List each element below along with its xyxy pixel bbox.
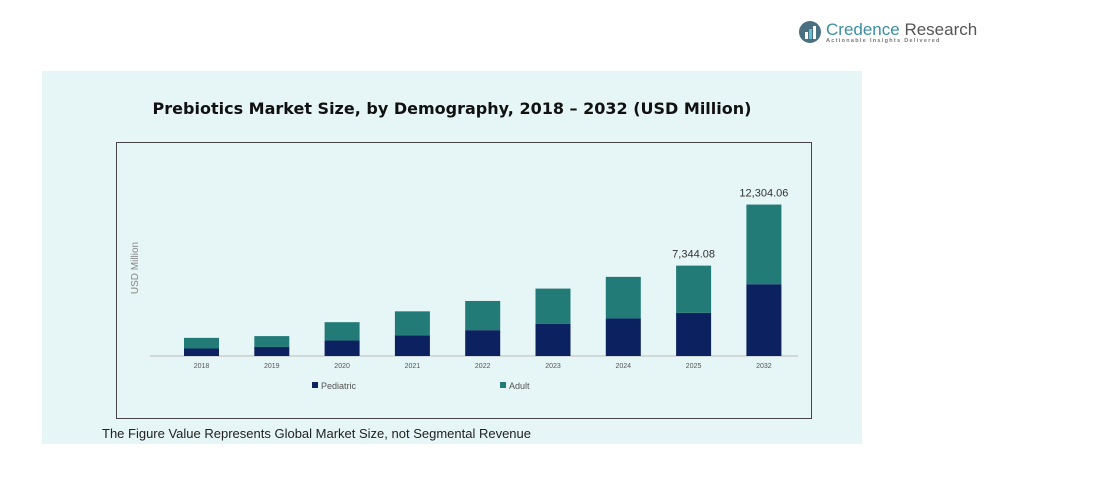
bar-pediatric-2019 <box>254 346 290 356</box>
bar-adult-2023 <box>535 288 571 324</box>
logo-icon <box>799 21 821 43</box>
legend-swatch-adult <box>500 382 506 388</box>
data-label-2032: 12,304.06 <box>739 188 788 200</box>
x-tick-label: 2020 <box>334 363 350 370</box>
y-axis-label: USD Million <box>130 242 141 294</box>
x-tick-label: 2025 <box>686 363 702 370</box>
bar-adult-2022 <box>465 300 501 331</box>
bar-pediatric-2024 <box>605 318 641 356</box>
brand-logo: Credence Research Actionable Insights De… <box>798 20 977 44</box>
x-tick-label: 2032 <box>756 363 772 370</box>
bar-pediatric-2025 <box>676 312 712 356</box>
bar-adult-2025 <box>676 265 712 313</box>
footer-note: The Figure Value Represents Global Marke… <box>102 426 531 441</box>
bar-adult-2032 <box>746 204 782 285</box>
legend-swatch-pediatric <box>312 382 318 388</box>
bar-pediatric-2018 <box>184 348 219 356</box>
bar-adult-2018 <box>184 337 219 349</box>
x-tick-label: 2019 <box>264 363 280 370</box>
bar-adult-2019 <box>254 336 290 347</box>
bar-adult-2020 <box>324 322 360 341</box>
brand-tagline: Actionable Insights Delivered <box>826 37 941 44</box>
bar-pediatric-2022 <box>465 330 501 356</box>
bar-pediatric-2023 <box>535 323 571 356</box>
x-tick-label: 2021 <box>405 363 421 370</box>
bar-adult-2024 <box>605 276 641 319</box>
x-tick-label: 2024 <box>616 363 632 370</box>
brand-name: Credence Research <box>826 19 978 39</box>
x-tick-label: 2018 <box>194 363 210 370</box>
legend-label-pediatric: Pediatric <box>321 381 357 391</box>
bar-adult-2021 <box>394 311 430 336</box>
bar-pediatric-2021 <box>394 335 430 356</box>
bar-pediatric-2032 <box>746 284 782 356</box>
chart-panel: Prebiotics Market Size, by Demography, 2… <box>42 71 862 444</box>
plot-area <box>116 142 812 419</box>
legend-label-adult: Adult <box>509 381 530 391</box>
chart-title: Prebiotics Market Size, by Demography, 2… <box>152 99 752 118</box>
bar-pediatric-2020 <box>324 340 360 356</box>
data-label-2025: 7,344.08 <box>672 249 715 261</box>
x-tick-label: 2022 <box>475 363 491 370</box>
x-tick-label: 2023 <box>545 363 561 370</box>
